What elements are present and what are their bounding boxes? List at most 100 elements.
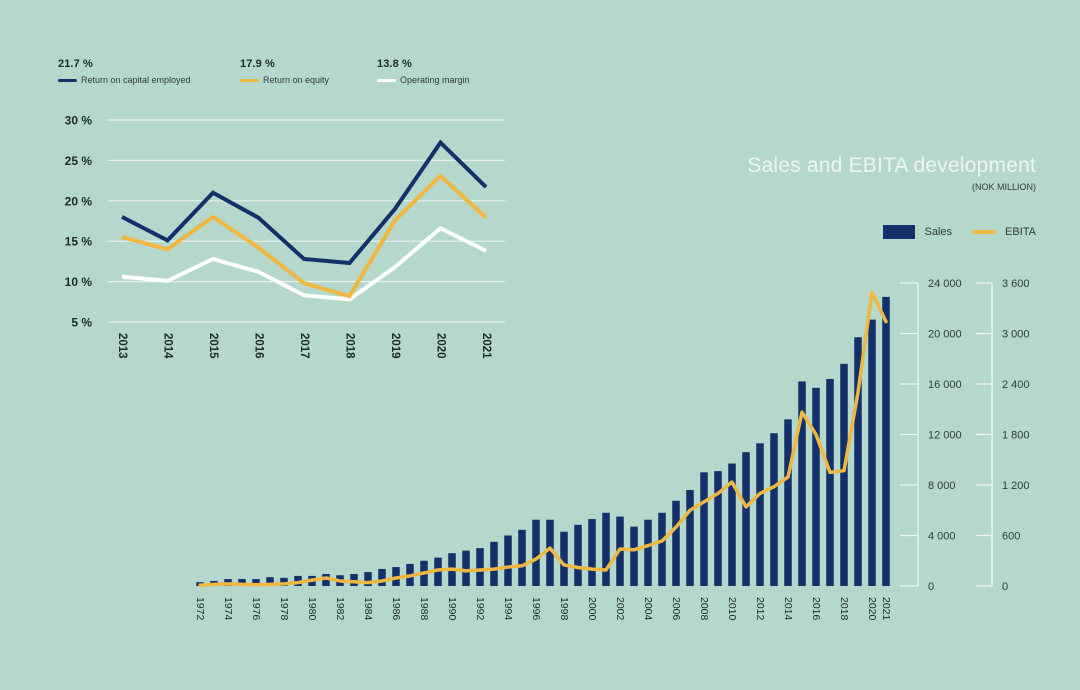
sales-bar: [504, 535, 512, 586]
sales-bar: [700, 472, 708, 586]
x-tick-label: 1996: [530, 597, 542, 621]
sales-bar: [742, 452, 750, 586]
om-swatch-icon: [377, 78, 396, 82]
left-y-tick-label: 8 000: [928, 480, 956, 492]
x-tick-label: 2019: [389, 333, 401, 359]
right-y-tick-label: 600: [1002, 531, 1020, 543]
left-y-tick-label: 24 000: [928, 278, 962, 290]
x-tick-label: 2018: [343, 333, 355, 359]
sales-bar: [546, 519, 554, 586]
x-tick-label: 2016: [252, 333, 264, 359]
y-tick-label: 20 %: [65, 194, 93, 208]
x-tick-label: 1982: [334, 597, 346, 621]
left-y-tick-label: 4 000: [928, 531, 956, 543]
x-tick-label: 1994: [502, 597, 514, 621]
y-tick-label: 30 %: [65, 114, 93, 128]
y-tick-label: 5 %: [71, 316, 92, 330]
sales-bar: [238, 579, 246, 586]
x-tick-label: 2000: [586, 597, 598, 621]
sales-chart-subtitle: (NOK MILLION): [971, 182, 1036, 192]
sales-bar: [812, 387, 820, 586]
sales-bar: [840, 363, 848, 586]
x-tick-label: 1990: [446, 597, 458, 621]
x-tick-label: 1974: [222, 597, 234, 621]
x-tick-label: 1978: [278, 597, 290, 621]
legend-roe: 17.9 % Return on equity: [240, 58, 329, 85]
roe-swatch-icon: [240, 78, 259, 82]
sales-swatch-icon: [883, 225, 916, 239]
sales-chart-header: Sales and EBITA development (NOK MILLION…: [747, 154, 1036, 192]
x-tick-label: 2014: [782, 597, 794, 621]
sales-bar: [882, 296, 890, 586]
right-y-tick-label: 3 600: [1002, 278, 1030, 290]
sales-bar: [322, 574, 330, 586]
ebita-line: [198, 290, 888, 587]
sales-bar: [728, 463, 736, 586]
sales-bar: [658, 512, 666, 586]
roe-label: Return on equity: [263, 75, 330, 85]
sales-bar: [602, 512, 610, 586]
left-y-tick-label: 16 000: [928, 379, 962, 391]
left-y-tick-label: 12 000: [928, 430, 962, 442]
sales-bar: [854, 337, 862, 586]
y-tick-label: 25 %: [65, 154, 93, 168]
sales-bar: [826, 378, 834, 586]
x-tick-label: 2021: [480, 333, 492, 359]
x-tick-label: 2020: [866, 597, 878, 621]
sales-legend: Sales EBITA: [883, 225, 1036, 239]
sales-bar: [686, 490, 694, 586]
x-tick-label: 1980: [306, 597, 318, 621]
returns-line-chart: 5 % 10 % 15 % 20 % 25 % 30 % 2013 2014 2015 2016 2…: [65, 114, 505, 359]
sales-chart-title: Sales and EBITA development: [747, 154, 1036, 177]
right-y-tick-label: 0: [1002, 581, 1008, 593]
sales-bar: [350, 574, 358, 586]
x-tick-label: 2006: [670, 597, 682, 621]
sales-bar: [714, 471, 722, 586]
x-tick-label: 1984: [362, 597, 374, 621]
right-y-tick-label: 2 400: [1002, 379, 1030, 391]
x-tick-label: 2004: [642, 597, 654, 621]
x-tick-label: 2013: [116, 333, 128, 359]
sales-bar: [378, 568, 386, 586]
x-tick-label: 2017: [298, 333, 310, 359]
sales-bar: [574, 524, 582, 586]
right-y-tick-label: 3 000: [1002, 329, 1030, 341]
x-tick-label: 1992: [474, 597, 486, 621]
x-tick-label: 1976: [250, 597, 262, 621]
sales-bar: [798, 381, 806, 586]
sales-bar: [280, 577, 288, 586]
sales-legend-label: Sales: [924, 226, 953, 238]
x-tick-label: 2020: [434, 333, 446, 359]
x-tick-label: 2002: [614, 597, 626, 621]
sales-bar: [868, 319, 876, 586]
series-line-operating-margin: [121, 225, 487, 302]
legend-roce: 21.7 % Return on capital employed: [58, 58, 191, 85]
right-y-tick-label: 1 800: [1002, 430, 1030, 442]
roce-headline: 21.7 %: [58, 58, 93, 70]
sales-bar: [756, 443, 764, 586]
sales-bar: [266, 577, 274, 586]
sales-bar: [518, 529, 526, 586]
ebita-legend-label: EBITA: [1005, 226, 1036, 238]
left-y-tick-label: 20 000: [928, 329, 962, 341]
sales-bar: [784, 419, 792, 586]
ebita-swatch-icon: [972, 230, 997, 234]
sales-bar: [252, 579, 260, 586]
x-tick-label: 2018: [838, 597, 850, 621]
om-headline: 13.8 %: [377, 58, 412, 70]
x-tick-label: 1998: [558, 597, 570, 621]
sales-bar: [476, 548, 484, 586]
y-tick-label: 15 %: [65, 235, 93, 249]
sales-bar: [532, 519, 540, 586]
sales-bar: [588, 519, 596, 586]
sales-bar: [644, 519, 652, 586]
sales-bar: [490, 541, 498, 586]
legend-operating-margin: 13.8 % Operating margin: [377, 58, 470, 85]
x-tick-label: 2016: [810, 597, 822, 621]
sales-bar: [364, 572, 372, 586]
left-y-tick-label: 0: [928, 581, 934, 593]
roce-label: Return on capital employed: [81, 75, 191, 85]
x-tick-label: 2021: [880, 597, 892, 621]
right-y-tick-label: 1 200: [1002, 480, 1030, 492]
